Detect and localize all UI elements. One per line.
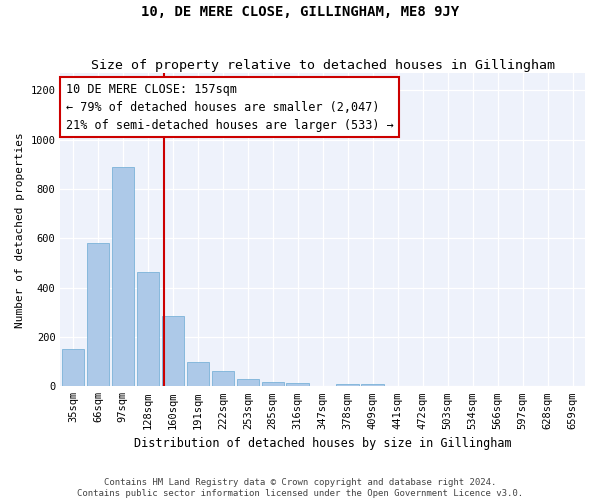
Bar — [86, 244, 109, 386]
Bar — [62, 350, 84, 387]
Text: Contains HM Land Registry data © Crown copyright and database right 2024.
Contai: Contains HM Land Registry data © Crown c… — [77, 478, 523, 498]
Bar — [361, 384, 384, 386]
Text: 10, DE MERE CLOSE, GILLINGHAM, ME8 9JY: 10, DE MERE CLOSE, GILLINGHAM, ME8 9JY — [141, 5, 459, 19]
Bar — [112, 167, 134, 386]
X-axis label: Distribution of detached houses by size in Gillingham: Distribution of detached houses by size … — [134, 437, 512, 450]
Text: 10 DE MERE CLOSE: 157sqm
← 79% of detached houses are smaller (2,047)
21% of sem: 10 DE MERE CLOSE: 157sqm ← 79% of detach… — [65, 82, 394, 132]
Bar — [337, 384, 359, 386]
Bar — [236, 380, 259, 386]
Bar — [286, 384, 309, 386]
Bar — [137, 272, 159, 386]
Bar — [262, 382, 284, 386]
Y-axis label: Number of detached properties: Number of detached properties — [15, 132, 25, 328]
Title: Size of property relative to detached houses in Gillingham: Size of property relative to detached ho… — [91, 59, 555, 72]
Bar — [161, 316, 184, 386]
Bar — [187, 362, 209, 386]
Bar — [212, 371, 234, 386]
